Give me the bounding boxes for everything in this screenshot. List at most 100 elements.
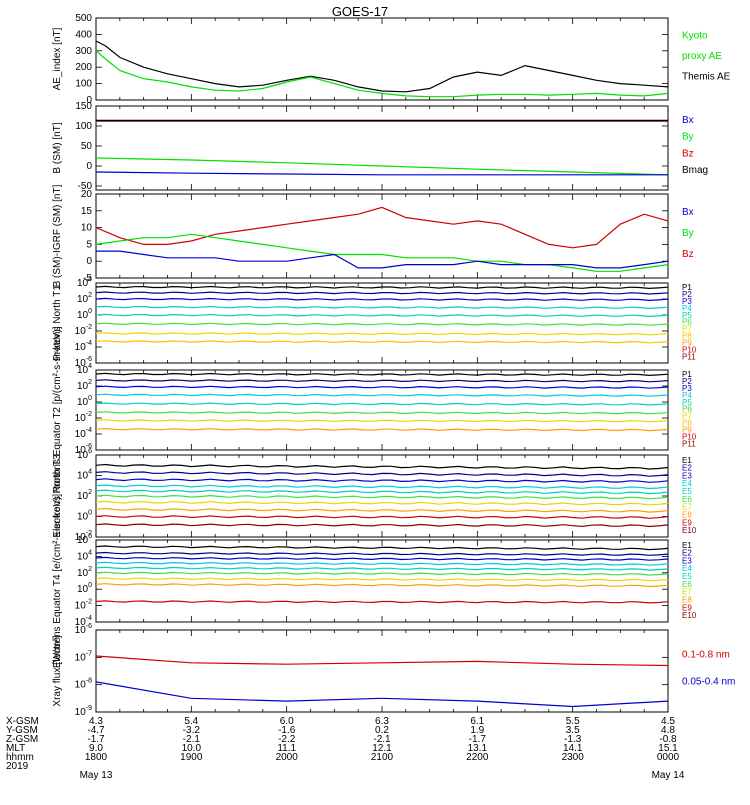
ephemeris-value: 2000 [276,752,299,763]
series-en-e10 [95,523,669,528]
y-tick-label: 100 [77,582,92,595]
series-ee-e7 [95,577,669,582]
series-pe-p3 [95,385,669,389]
y-tick-label: 102 [77,292,92,305]
ephemeris-row-label: Z-GSM [6,734,38,745]
series-ae-kyoto-proxy-ae [95,50,669,98]
y-axis-label-xray: Xray flux [W/m²] [52,635,63,706]
series-bigrf-by [95,233,669,272]
ephemeris-value: -1.3 [564,734,582,745]
legend-ae-proxy-ae: proxy AE [682,51,722,62]
legend-ee-e9: E9 [682,603,692,612]
legend-pn-p7: P7 [682,325,692,334]
date-label-end: May 14 [652,770,685,781]
ephemeris-value: 6.1 [470,716,484,727]
ephemeris-value: 4.8 [661,725,675,736]
series-en-e9 [95,515,669,519]
legend-en-e7: E7 [682,503,692,512]
y-tick-label: 10-6 [75,356,92,369]
series-en-e5 [95,489,669,495]
y-tick-label: 10-2 [75,599,92,612]
y-axis-label-pe: Protons Equator T2 [p/(cm²-s-sr-keV)] [52,326,63,493]
series-bigrf-bx [96,250,669,269]
ephemeris-value: 5.5 [566,716,580,727]
ephemeris-row-label: X-GSM [6,716,39,727]
legend-ee-e3: E3 [682,556,692,565]
ephemeris-row-label: MLT [6,743,25,754]
ephemeris-value: -1.7 [87,734,105,745]
legend-pn-p3: P3 [682,297,692,306]
series-ee-e8 [95,583,669,588]
ephemeris-value: 2100 [371,752,394,763]
series-bsm-bx [95,171,668,176]
y-tick-label: 104 [77,363,92,376]
ephemeris-row-label: hhmm [6,752,34,763]
series-en-e8 [95,507,669,513]
legend-pn-p6: P6 [682,318,692,327]
series-xray-0-1-0-8-nm [95,655,669,667]
series-xray-0-05-0-4-nm [95,681,669,708]
series-pn-p4 [95,305,669,310]
ephemeris-value: 14.1 [563,743,583,754]
y-tick-label: 100 [77,510,92,523]
ephemeris-value: 3.5 [566,725,580,736]
y-tick-label: 100 [75,121,92,132]
legend-pe-p8: P8 [682,419,692,428]
series-pn-p3 [95,297,669,302]
legend-pe-p6: P6 [682,405,692,414]
series-pn-p8 [95,340,669,344]
series-pn-p1 [95,285,669,290]
ephemeris-value: 4.5 [661,716,675,727]
ephemeris-value: 0000 [657,752,680,763]
series-ee-e6 [95,571,669,576]
ephemeris-value: 12.1 [372,743,392,754]
ephemeris-value: 6.3 [375,716,389,727]
y-tick-label: 100 [75,79,92,90]
legend-bsm-bmag: Bmag [682,165,708,176]
y-tick-label: 300 [75,46,92,57]
ephemeris-value: -2.2 [278,734,296,745]
ephemeris-value: 1800 [85,752,108,763]
y-tick-label: 102 [77,379,92,392]
ephemeris-value: 1900 [180,752,203,763]
y-tick-label: 10-2 [75,324,92,337]
legend-pe-p2: P2 [682,377,692,386]
legend-pe-p9: P9 [682,426,692,435]
y-tick-label: 100 [77,308,92,321]
legend-pe-p1: P1 [682,370,692,379]
legend-en-e10: E10 [682,526,697,535]
series-ee-e2 [95,551,669,556]
series-pn-p2 [95,291,669,295]
series-en-e2 [95,471,669,477]
y-tick-label: 10-9 [75,705,92,718]
legend-ee-e5: E5 [682,572,692,581]
y-tick-label: 150 [75,101,92,112]
legend-bsm-bx: Bx [682,115,694,126]
legend-en-e6: E6 [682,495,692,504]
legend-ee-e7: E7 [682,588,692,597]
panel-frame-xray [95,629,669,713]
series-pe-p7 [95,419,669,423]
series-ee-e9 [95,600,669,604]
ephemeris-value: -1.7 [469,734,487,745]
y-tick-label: 10-4 [75,615,92,628]
y-tick-label: -50 [78,181,93,192]
date-label-start: May 13 [80,770,113,781]
y-axis-label-pn: Protons North T1 [52,285,63,361]
y-tick-label: 200 [75,62,92,73]
ephemeris-value: -4.7 [87,725,105,736]
y-tick-label: 10-7 [75,650,92,663]
y-tick-label: 104 [77,276,92,289]
y-tick-label: 20 [81,189,93,200]
y-axis-label-bigrf: B (SM)-IGRF (SM) [nT] [52,184,63,287]
ephemeris-value: 4.3 [89,716,103,727]
legend-en-e1: E1 [682,456,692,465]
y-tick-label: 0 [86,161,92,172]
y-tick-label: 100 [77,395,92,408]
series-pe-p8 [95,427,669,432]
ephemeris-value: 6.0 [280,716,294,727]
y-tick-label: 104 [77,549,92,562]
panel-frame-bsm [95,105,669,191]
